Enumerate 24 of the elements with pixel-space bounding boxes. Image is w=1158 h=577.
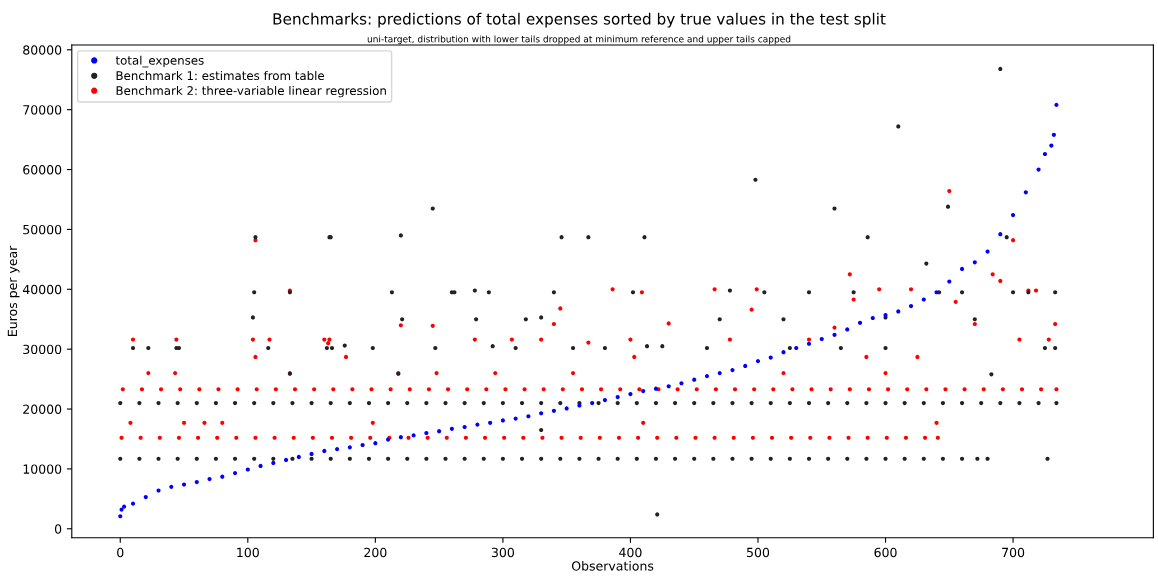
y-tick-label: 70000 (23, 105, 62, 115)
x-tick-label: 300 (491, 547, 514, 558)
y-tick-label: 40000 (22, 284, 62, 295)
x-tick-label: 500 (747, 547, 770, 558)
x-axis-title: Observations (571, 560, 654, 571)
x-tick-label: 0 (117, 547, 124, 558)
y-tick-label: 0 (54, 524, 62, 534)
legend-label: total_expenses (115, 55, 204, 68)
y-tick-label: 20000 (23, 404, 62, 414)
y-tick-label: 80000 (23, 45, 62, 55)
y-tick-label: 30000 (23, 344, 62, 355)
x-tick-label: 600 (874, 547, 897, 558)
legend-label: Benchmark 2: three-variable linear regression (116, 85, 386, 98)
x-tick-label: 400 (619, 547, 642, 558)
y-tick-label: 60000 (23, 165, 62, 175)
y-axis-title: Euros per year (7, 245, 20, 336)
x-tick-label: 100 (237, 547, 259, 558)
legend-label: Benchmark 1: estimates from table (116, 70, 325, 81)
x-tick-label: 700 (1002, 547, 1025, 558)
chart-title: Benchmarks: predictions of total expenses sorted by true values in the test split (273, 12, 886, 28)
y-tick-label: 10000 (23, 464, 62, 474)
y-tick-label: 50000 (23, 224, 62, 235)
chart-subtitle: uni-target, distribution with lower tails dropped at minimum reference and upper tails capped (367, 35, 791, 45)
x-tick-label: 200 (364, 547, 387, 558)
